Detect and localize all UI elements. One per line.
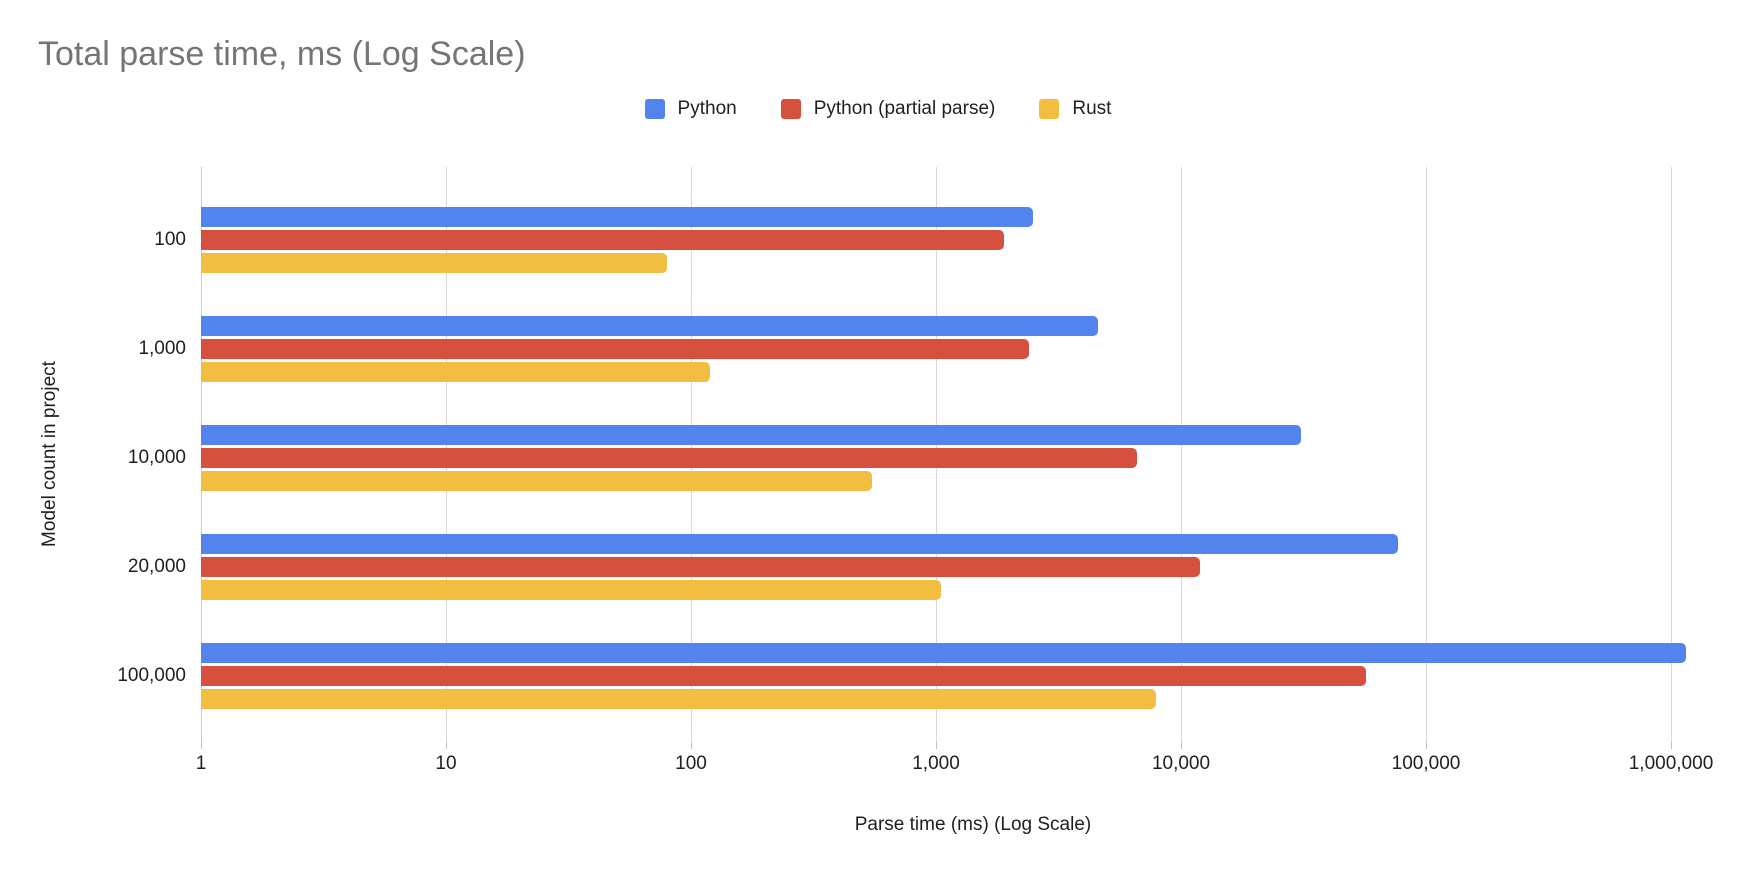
bar-python-partial-parse-100-000[interactable] [201, 666, 1366, 686]
bar-rust-20-000[interactable] [201, 580, 941, 600]
x-axis-tick [201, 742, 202, 749]
chart-legend: Python Python (partial parse) Rust [0, 98, 1756, 120]
x-tick-label: 100,000 [1391, 753, 1461, 774]
legend-swatch-python-partial-parse [780, 99, 801, 119]
bar-python-partial-parse-1-000[interactable] [201, 339, 1029, 359]
x-axis-tick [936, 742, 937, 749]
y-tick-label: 100,000 [117, 665, 186, 686]
legend-swatch-rust [1039, 99, 1060, 119]
bar-python-10-000[interactable] [201, 425, 1301, 445]
bar-python-1-000[interactable] [201, 316, 1098, 336]
gridline [1181, 167, 1182, 742]
bar-python-partial-parse-100[interactable] [201, 230, 1004, 250]
y-tick-label: 20,000 [127, 556, 186, 577]
x-tick-label: 1,000 [912, 753, 960, 774]
y-tick-label: 100 [154, 229, 186, 250]
bar-rust-100[interactable] [201, 253, 667, 273]
x-axis-tick [1426, 742, 1427, 749]
x-axis-tick [446, 742, 447, 749]
legend-label: Python (partial parse) [813, 98, 996, 119]
bar-rust-1-000[interactable] [201, 362, 710, 382]
bar-python-100-000[interactable] [201, 643, 1686, 663]
y-tick-label: 1,000 [138, 338, 186, 359]
x-tick-label: 1,000,000 [1628, 753, 1714, 774]
x-axis-title: Parse time (ms) (Log Scale) [854, 814, 1092, 835]
legend-item-python-partial-parse[interactable]: Python (partial parse) [780, 98, 996, 120]
bar-rust-100-000[interactable] [201, 689, 1156, 709]
gridline [1426, 167, 1427, 742]
legend-item-python[interactable]: Python [644, 98, 737, 120]
x-tick-label: 10 [435, 753, 457, 774]
bar-python-partial-parse-20-000[interactable] [201, 557, 1200, 577]
y-tick-label: 10,000 [127, 447, 186, 468]
x-axis-tick [691, 742, 692, 749]
x-tick-label: 100 [675, 753, 707, 774]
bar-python-100[interactable] [201, 207, 1033, 227]
x-tick-label: 1 [195, 753, 207, 774]
x-tick-label: 10,000 [1151, 753, 1211, 774]
bar-python-20-000[interactable] [201, 534, 1398, 554]
bar-rust-10-000[interactable] [201, 471, 872, 491]
legend-label: Rust [1072, 98, 1112, 119]
y-axis-title: Model count in project [39, 361, 60, 547]
x-axis-tick [1671, 742, 1672, 749]
x-axis-tick [1181, 742, 1182, 749]
gridline [1671, 167, 1672, 742]
chart-title: Total parse time, ms (Log Scale) [38, 35, 526, 73]
bar-python-partial-parse-10-000[interactable] [201, 448, 1137, 468]
legend-label: Python [677, 98, 737, 119]
legend-item-rust[interactable]: Rust [1039, 98, 1111, 120]
legend-swatch-python [644, 99, 665, 119]
